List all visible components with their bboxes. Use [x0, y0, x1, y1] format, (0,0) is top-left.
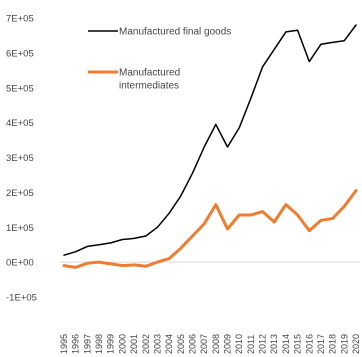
y-tick-label: 6E+05	[6, 48, 34, 59]
x-tick-label: 1996	[71, 334, 81, 354]
y-tick-label: -1E+05	[6, 293, 37, 304]
series-line-intermediates	[62, 189, 358, 269]
x-tick-label: 2008	[211, 334, 221, 354]
series-lines	[62, 24, 358, 269]
x-tick-label: 2013	[269, 334, 279, 354]
x-axis-tick-labels: 1995 1996 1997 1998 1999 2000 2001 2002 2003 2004…	[59, 334, 361, 354]
legend-label-intermediates: Manufactured intermediates	[119, 68, 183, 92]
legend-item-final-goods: Manufactured final goods	[88, 27, 231, 38]
x-tick-label: 2015	[293, 334, 303, 354]
x-tick-label: 2001	[129, 334, 139, 354]
y-tick-label: 7E+05	[6, 14, 34, 25]
x-tick-label: 2018	[328, 334, 338, 354]
x-tick-label: 2019	[339, 334, 349, 354]
series-line-final-goods	[63, 24, 357, 256]
x-tick-label: 2020	[351, 334, 361, 354]
x-tick-label: 1997	[82, 334, 92, 354]
x-tick-label: 1995	[59, 334, 69, 354]
y-tick-label: 4E+05	[6, 118, 34, 129]
x-tick-label: 2000	[117, 334, 127, 354]
legend: Manufactured final goods Manufactured in…	[88, 27, 231, 92]
x-tick-label: 2002	[141, 334, 151, 354]
legend-item-intermediates: Manufactured intermediates	[88, 68, 183, 92]
x-tick-label: 2011	[246, 335, 256, 354]
x-tick-label: 2017	[316, 334, 326, 354]
x-tick-label: 2005	[176, 334, 186, 354]
y-tick-label: 3E+05	[6, 153, 34, 164]
y-tick-label: 2E+05	[6, 188, 34, 199]
x-tick-label: 2009	[223, 334, 233, 354]
x-tick-label: 2004	[164, 334, 174, 354]
y-tick-label: 5E+05	[6, 83, 34, 94]
x-tick-label: 2007	[199, 334, 209, 354]
legend-label-final-goods: Manufactured final goods	[119, 27, 231, 38]
y-tick-label: 0E+00	[6, 258, 34, 269]
x-tick-label: 1999	[106, 334, 116, 354]
x-tick-label: 2016	[304, 334, 314, 354]
x-tick-label: 2006	[188, 334, 198, 354]
x-tick-label: 2014	[281, 334, 291, 354]
x-tick-label: 1998	[94, 334, 104, 354]
x-tick-label: 2003	[152, 334, 162, 354]
x-tick-label: 2010	[234, 334, 244, 354]
y-tick-label: 1E+05	[6, 223, 34, 234]
y-axis-tick-labels: 7E+05 6E+05 5E+05 4E+05 3E+05 2E+05 1E+05 0E+00…	[6, 14, 37, 304]
x-tick-label: 2012	[258, 334, 268, 354]
